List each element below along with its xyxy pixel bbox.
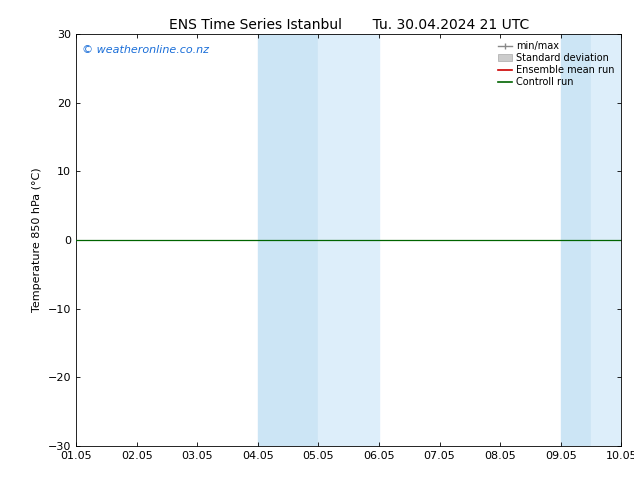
Legend: min/max, Standard deviation, Ensemble mean run, Controll run: min/max, Standard deviation, Ensemble me… — [496, 39, 616, 89]
Bar — [560, 34, 591, 446]
Bar — [318, 34, 379, 446]
Bar — [258, 34, 318, 446]
Title: ENS Time Series Istanbul       Tu. 30.04.2024 21 UTC: ENS Time Series Istanbul Tu. 30.04.2024 … — [169, 18, 529, 32]
Bar — [591, 34, 621, 446]
Y-axis label: Temperature 850 hPa (°C): Temperature 850 hPa (°C) — [32, 168, 42, 313]
Text: © weatheronline.co.nz: © weatheronline.co.nz — [82, 45, 209, 54]
